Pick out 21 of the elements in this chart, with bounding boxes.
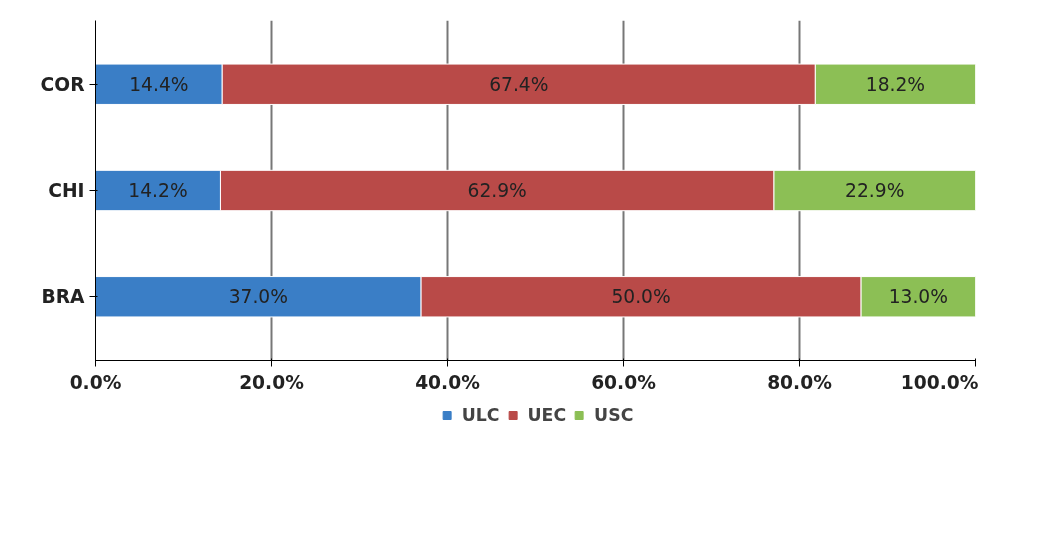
- x-tick-label: 20.0%: [239, 371, 305, 393]
- y-tick-label: COR: [40, 73, 85, 95]
- data-label: 62.9%: [467, 180, 527, 201]
- data-label: 67.4%: [489, 73, 549, 95]
- x-tick-label: 80.0%: [767, 371, 833, 393]
- data-label: 14.2%: [128, 180, 188, 201]
- data-label: 13.0%: [888, 286, 948, 308]
- legend-label: ULC: [461, 405, 500, 425]
- x-tick-label: 40.0%: [415, 371, 481, 393]
- data-label: 22.9%: [845, 180, 905, 201]
- y-tick-label: CHI: [48, 180, 85, 201]
- y-tick-label: BRA: [41, 286, 86, 308]
- data-label: 14.4%: [129, 73, 189, 95]
- data-label: 18.2%: [865, 73, 926, 95]
- x-tick-label: 100.0%: [900, 371, 979, 393]
- data-label: 37.0%: [228, 286, 288, 308]
- x-tick-label: 0.0%: [69, 371, 122, 393]
- legend-label: UEC: [527, 405, 567, 425]
- data-label: 50.0%: [611, 286, 671, 308]
- x-tick-label: 60.0%: [591, 371, 657, 393]
- legend-label: USC: [594, 405, 634, 425]
